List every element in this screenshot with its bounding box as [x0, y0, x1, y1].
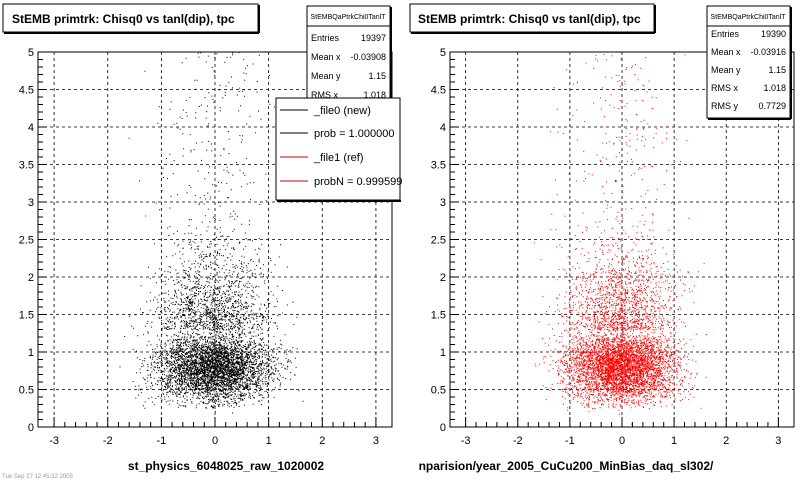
x-tick-label: 0: [619, 435, 625, 447]
y-tick-label: 5: [28, 47, 34, 59]
x-tick-label: -3: [461, 435, 471, 447]
y-tick-label: 0: [440, 422, 446, 434]
y-tick-label: 2.5: [19, 235, 34, 247]
y-tick-label: 0.5: [19, 385, 34, 397]
left-chart-title: StEMB primtrk: Chisq0 vs tanl(dip), tpc: [12, 12, 235, 26]
scatter-point-cloud: [533, 54, 707, 425]
y-tick-label: 2: [440, 272, 446, 284]
left-x-axis-label: st_physics_6048025_raw_1020002: [128, 459, 324, 473]
y-tick-label: 2.5: [431, 235, 446, 247]
y-tick-label: 1: [440, 347, 446, 359]
x-tick-label: -1: [565, 435, 575, 447]
x-tick-label: 1: [671, 435, 677, 447]
y-tick-label: 3.5: [19, 160, 34, 172]
left-panel: -3 -2 -1 0 1 2 3 0 0.5 1 1.5 2 2.5 3 3.5 4 4.5 5 StEMB pr…: [2, 3, 402, 473]
y-tick-label: 0.5: [431, 385, 446, 397]
x-tick-label: 2: [319, 435, 325, 447]
legend-label-prob: prob = 1.000000: [314, 128, 394, 140]
y-tick-label: 5: [440, 47, 446, 59]
left-stats-label-entries: Entries: [311, 33, 340, 43]
left-title-box: [2, 3, 259, 33]
right-stats-label-rms-x: RMS x: [711, 83, 739, 93]
x-tick-label: 3: [775, 435, 781, 447]
scatter-point-cloud: [119, 52, 304, 414]
right-stats-value-rms-y: 0.7729: [758, 101, 786, 111]
y-tick-label: 0: [28, 422, 34, 434]
right-axis-ticks: -3 -2 -1 0 1 2 3 0 0.5 1 1.5 2 2.5 3 3.5 4 4.5 5: [431, 47, 782, 447]
y-tick-label: 2: [28, 272, 34, 284]
x-tick-label: 2: [723, 435, 729, 447]
right-x-axis-label: nparision/year_2005_CuCu200_MinBias_daq_…: [419, 459, 714, 473]
right-stats-value-entries: 19390: [761, 29, 786, 39]
left-scatter-points: [119, 52, 304, 414]
left-stats-label-mean-y: Mean y: [311, 71, 341, 81]
legend-box: [275, 97, 401, 201]
legend-label-probn: probN = 0.999599: [314, 176, 402, 188]
y-tick-label: 1.5: [19, 310, 34, 322]
x-tick-label: -3: [49, 435, 59, 447]
y-tick-label: 4.5: [19, 85, 34, 97]
y-tick-label: 4.5: [431, 85, 446, 97]
legend-label-file1: _file1 (ref): [313, 152, 364, 164]
y-tick-label: 3: [440, 197, 446, 209]
y-tick-label: 3.5: [431, 160, 446, 172]
left-axis-ticks: -3 -2 -1 0 1 2 3 0 0.5 1 1.5 2 2.5 3 3.5 4 4.5 5: [19, 47, 379, 447]
y-tick-label: 1: [28, 347, 34, 359]
y-tick-label: 3: [28, 197, 34, 209]
x-tick-label: 1: [266, 435, 272, 447]
x-tick-label: -2: [513, 435, 523, 447]
left-stats-value-rms-x: 1.018: [363, 90, 386, 100]
right-stats-value-mean-x: -0.03916: [750, 47, 786, 57]
right-panel: -3 -2 -1 0 1 2 3 0 0.5 1 1.5 2 2.5 3 3.5 4 4.5 5 StEMB pr…: [409, 3, 795, 473]
right-chart-title: StEMB primtrk: Chisq0 vs tanl(dip), tpc: [418, 12, 641, 26]
x-tick-label: 3: [373, 435, 379, 447]
right-stats-label-rms-y: RMS y: [711, 101, 739, 111]
left-stats-value-mean-y: 1.15: [368, 71, 386, 81]
y-tick-label: 1.5: [431, 310, 446, 322]
right-stats-label-entries: Entries: [711, 29, 740, 39]
x-tick-label: -2: [103, 435, 113, 447]
right-scatter-points: [533, 54, 707, 425]
right-stats-value-rms-x: 1.018: [763, 83, 786, 93]
left-stats-name: StEMBQaPtrkChi0TanlT: [310, 14, 386, 21]
footer-timestamp: Tue Sep 27 12:45:32 2005: [2, 474, 74, 480]
right-stats-label-mean-y: Mean y: [711, 65, 741, 75]
y-tick-label: 4: [440, 122, 446, 134]
right-stats-value-mean-y: 1.15: [768, 65, 786, 75]
legend-label-file0: _file0 (new): [313, 105, 371, 117]
x-tick-label: 0: [212, 435, 218, 447]
y-tick-label: 4: [28, 122, 34, 134]
left-stats-label-rms-x: RMS x: [311, 90, 339, 100]
x-tick-label: -1: [156, 435, 166, 447]
left-stats-value-entries: 19397: [361, 33, 386, 43]
left-stats-label-mean-x: Mean x: [311, 52, 341, 62]
left-stats-value-mean-x: -0.03908: [350, 52, 386, 62]
right-stats-label-mean-x: Mean x: [711, 47, 741, 57]
right-stats-name: StEMBQaPtrkChi0TanlT: [710, 14, 786, 21]
